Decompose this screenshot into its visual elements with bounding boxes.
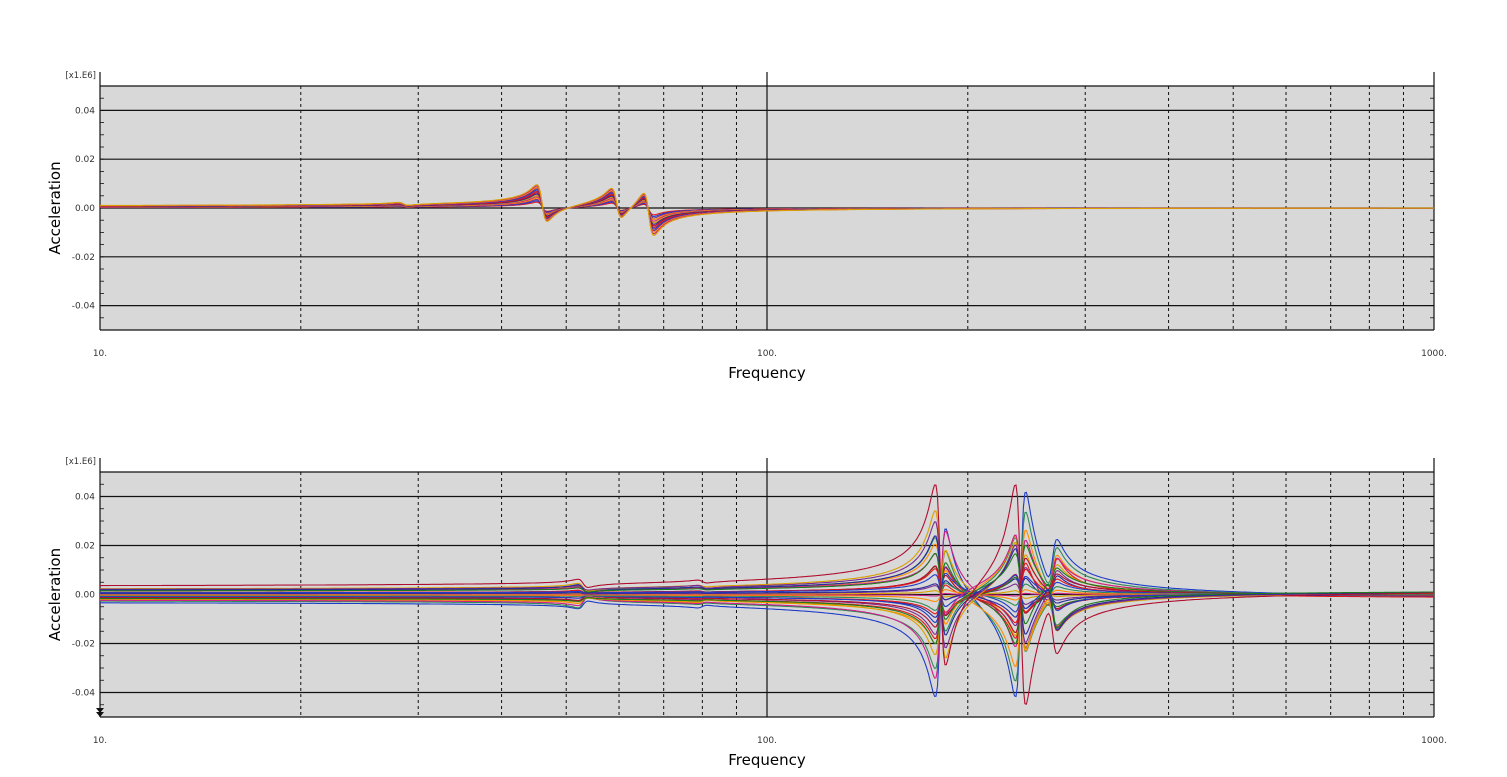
y-tick-label: -0.04 xyxy=(72,689,96,699)
x-tick-label: 1000. xyxy=(1421,349,1447,359)
x-tick-label: 1000. xyxy=(1421,736,1447,746)
x-axis-label: Frequency xyxy=(728,364,806,382)
y-tick-label: 0.02 xyxy=(75,542,95,552)
series-line-28 xyxy=(100,535,1435,636)
series-line-30 xyxy=(100,484,1434,705)
series-line-27 xyxy=(100,521,1434,649)
y-tick-label: 0.00 xyxy=(75,591,95,601)
x-axis-label: Frequency xyxy=(728,751,806,769)
series-line-2 xyxy=(100,491,1434,698)
series-line-14 xyxy=(100,184,1434,237)
y-tick-label: 0.00 xyxy=(75,204,95,214)
y-tick-label: 0.04 xyxy=(75,106,95,116)
x-tick-label: 10. xyxy=(93,736,107,746)
cursor-marker-icon[interactable] xyxy=(96,712,104,717)
series-line-29 xyxy=(100,553,1434,629)
series-group xyxy=(100,184,1434,237)
y-tick-label: 0.04 xyxy=(75,493,95,503)
y-multiplier-label: [x1.E6] xyxy=(65,71,96,81)
y-tick-label: -0.02 xyxy=(72,253,95,263)
series-line-9 xyxy=(100,544,1434,645)
chart-panel-2: 0.04 0.02 0.00 -0.02 -0.04 [x1.E6] 10. 100. 1000… xyxy=(46,457,1447,769)
y-multiplier-label: [x1.E6] xyxy=(65,457,96,467)
y-tick-label: 0.02 xyxy=(75,155,95,165)
y-tick-label: -0.02 xyxy=(72,640,95,650)
y-tick-label: -0.04 xyxy=(72,302,96,312)
y-axis-label: Acceleration xyxy=(46,161,64,254)
series-group xyxy=(100,484,1435,705)
series-line-3 xyxy=(100,511,1434,682)
chart-panel-1: 0.04 0.02 0.00 -0.02 -0.04 [x1.E6] 10. 100. 1000… xyxy=(46,71,1447,382)
x-tick-label: 100. xyxy=(757,736,777,746)
cursor-marker-icon[interactable] xyxy=(96,708,104,713)
x-tick-label: 100. xyxy=(757,349,777,359)
x-tick-label: 10. xyxy=(93,349,107,359)
series-line-26 xyxy=(100,510,1434,659)
y-axis-label: Acceleration xyxy=(46,548,64,641)
